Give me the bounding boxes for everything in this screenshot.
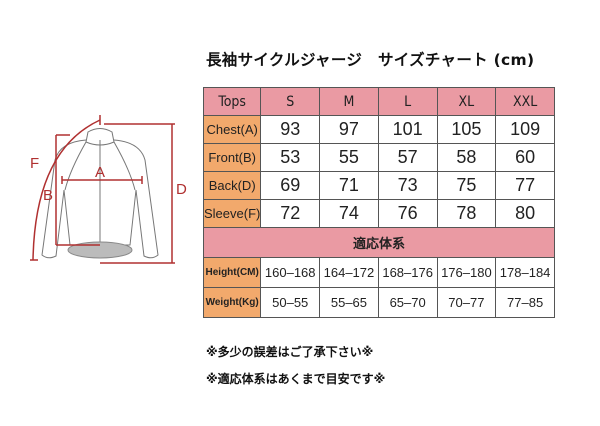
table-row: Back(D) 69 71 73 75 77 [202, 171, 555, 200]
cell: 77–85 [495, 287, 555, 318]
cell: 70–77 [436, 287, 497, 318]
header-cell: L [377, 87, 438, 116]
cell: 74 [319, 199, 379, 228]
cell: 160–168 [260, 257, 321, 288]
cell: 71 [319, 171, 379, 200]
header-row: Tops S M L XL XXL [202, 87, 555, 116]
cell: 65–70 [377, 287, 438, 318]
cell: 53 [260, 143, 321, 172]
label-f: F [30, 155, 39, 172]
cell: 164–172 [319, 257, 379, 288]
row-label: Height(CM) [202, 257, 262, 288]
label-a: A [95, 164, 105, 181]
cell: 60 [495, 143, 555, 172]
cell: 58 [436, 143, 497, 172]
cell: 75 [436, 171, 497, 200]
table-row: Height(CM) 160–168 164–172 168–176 176–1… [202, 257, 555, 288]
cell: 176–180 [436, 257, 497, 288]
row-label: Chest(A) [202, 115, 262, 144]
chart-title: 長袖サイクルジャージ サイズチャート (cm) [206, 51, 535, 69]
row-label: Sleeve(F) [202, 199, 262, 228]
note-tolerance: ※多少の誤差はご了承下さい※ [206, 345, 374, 359]
cell: 50–55 [260, 287, 321, 318]
cell: 168–176 [377, 257, 438, 288]
jacket-diagram: F A B D [30, 115, 187, 264]
cell: 55 [319, 143, 379, 172]
cell: 97 [319, 115, 379, 144]
label-d: D [176, 181, 187, 198]
row-label: Back(D) [202, 171, 262, 200]
band-label: 適応体系 [203, 227, 555, 258]
header-cell: M [319, 87, 379, 116]
cell: 93 [260, 115, 321, 144]
cell: 80 [495, 199, 555, 228]
cell: 57 [377, 143, 438, 172]
header-cell: XXL [495, 87, 555, 116]
header-cell: Tops [202, 87, 262, 116]
cell: 101 [377, 115, 438, 144]
table-row: Sleeve(F) 72 74 76 78 80 [202, 199, 555, 228]
row-label: Weight(Kg) [202, 287, 262, 318]
cell: 109 [495, 115, 555, 144]
cell: 55–65 [319, 287, 379, 318]
table-row: Front(B) 53 55 57 58 60 [202, 143, 555, 172]
cell: 105 [436, 115, 497, 144]
note-guideline: ※適応体系はあくまで目安です※ [206, 372, 386, 386]
size-table: Tops S M L XL XXL Chest(A) 93 97 101 105… [202, 87, 555, 318]
cell: 78 [436, 199, 497, 228]
cell: 73 [377, 171, 438, 200]
table-row: Weight(Kg) 50–55 55–65 65–70 70–77 77–85 [202, 287, 555, 318]
header-cell: S [260, 87, 321, 116]
label-b: B [43, 187, 53, 204]
cell: 76 [377, 199, 438, 228]
table-row: Chest(A) 93 97 101 105 109 [202, 115, 555, 144]
cell: 178–184 [495, 257, 555, 288]
cell: 69 [260, 171, 321, 200]
header-cell: XL [436, 87, 497, 116]
row-label: Front(B) [202, 143, 262, 172]
band-row: 適応体系 [203, 227, 555, 258]
cell: 77 [495, 171, 555, 200]
cell: 72 [260, 199, 321, 228]
hem [67, 241, 133, 259]
